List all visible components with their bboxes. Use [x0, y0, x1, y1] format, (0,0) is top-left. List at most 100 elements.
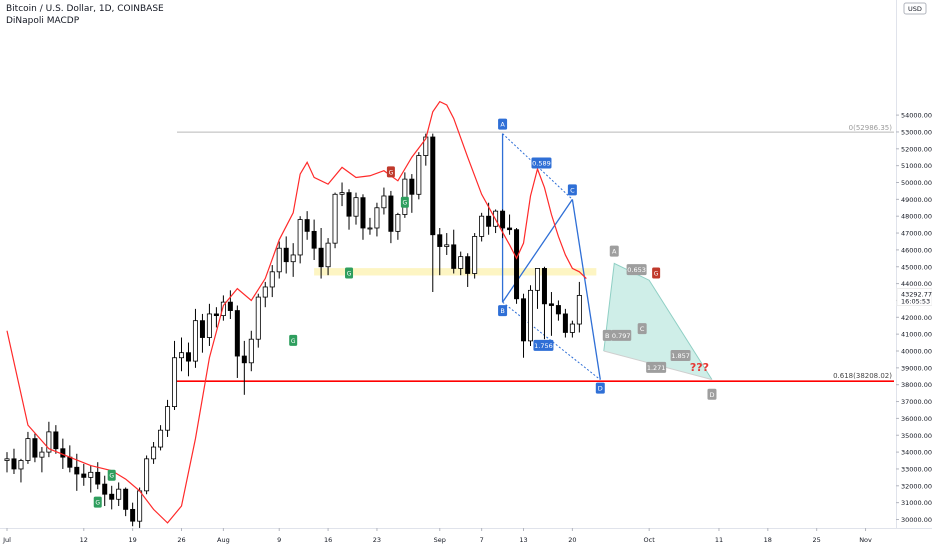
- candle-body: [290, 254, 296, 263]
- candle-body: [144, 458, 150, 492]
- candle-body: [465, 256, 471, 274]
- currency-badge: [903, 2, 927, 15]
- projection-ratio-label-1-text: 0.653: [627, 266, 646, 274]
- candle-body: [444, 244, 450, 247]
- projection-point-a: [609, 245, 619, 257]
- price-tick-label: 39000.00: [901, 364, 932, 372]
- projection-ratio-label-4: [670, 350, 691, 362]
- signal-marker-green: [289, 334, 298, 346]
- price-tick-label: 40000.00: [901, 348, 932, 356]
- candle-body: [381, 195, 387, 209]
- time-tick-label: 23: [373, 536, 381, 544]
- candle-body: [346, 192, 352, 217]
- candle-body: [137, 490, 143, 522]
- candle-body: [60, 448, 66, 458]
- signal-marker-green-label: G: [403, 200, 408, 207]
- projection-ratio-label-3-text: 1.271: [647, 364, 666, 372]
- signal-marker-red: [652, 267, 661, 279]
- candle-body: [500, 210, 506, 229]
- projection-point-b-text: B: [605, 332, 609, 340]
- candle-body: [109, 493, 115, 500]
- candle-body: [81, 473, 87, 478]
- time-tick-label: 12: [80, 536, 88, 544]
- time-tick-label: 18: [764, 536, 772, 544]
- projection-point-a-text: A: [612, 248, 617, 256]
- price-tick-label: 48000.00: [901, 213, 932, 221]
- projection-ratio-label-2: [611, 329, 632, 341]
- signal-marker-green-label: G: [95, 500, 100, 507]
- price-tick-label: 47000.00: [901, 230, 932, 238]
- projection-point-d: [707, 388, 717, 400]
- candle-body: [199, 320, 205, 338]
- projection-ratio-label-2-text: 0.797: [612, 332, 631, 340]
- time-tick-label: 11: [715, 536, 723, 544]
- candle-body: [318, 247, 324, 268]
- pattern-ratio-bd: [502, 301, 601, 381]
- candle-body: [178, 352, 184, 359]
- candle-body: [528, 289, 534, 342]
- currency-label: USD: [908, 5, 922, 13]
- indicator-title[interactable]: DiNapoli MACDP: [6, 16, 80, 26]
- candle-body: [151, 446, 157, 460]
- time-tick-label: 7: [480, 536, 484, 544]
- candle-body: [521, 298, 527, 342]
- candle-body: [367, 227, 373, 230]
- current-price-label: 43292.77: [901, 291, 932, 299]
- candle-body: [185, 352, 191, 362]
- chart-header: Bitcoin / U.S. Dollar, 1D, COINBASE DiNa…: [6, 3, 164, 27]
- symbol-title[interactable]: Bitcoin / U.S. Dollar, 1D, COINBASE: [6, 4, 164, 14]
- candle-body: [472, 236, 478, 274]
- candle-body: [548, 303, 554, 306]
- candle-body: [416, 155, 422, 195]
- candle-body: [206, 313, 212, 338]
- pattern-point-c: [567, 184, 577, 196]
- candle-body: [541, 268, 547, 305]
- pattern-point-a-text: A: [500, 121, 505, 129]
- price-tick-label: 41000.00: [901, 331, 932, 339]
- price-tick-label: 52000.00: [901, 145, 932, 153]
- price-axis-background: [896, 0, 932, 550]
- candle-body: [192, 320, 198, 362]
- candle-body: [569, 323, 575, 333]
- candle-body: [95, 471, 101, 485]
- candle-body: [53, 431, 59, 450]
- candle-body: [248, 338, 254, 364]
- pattern-point-a: [498, 118, 508, 130]
- price-tick-label: 49000.00: [901, 196, 932, 204]
- price-tick-label: 38000.00: [901, 381, 932, 389]
- pattern-ratio-label-2-text: 1.756: [534, 342, 553, 350]
- candle-body: [213, 313, 219, 317]
- signal-marker-green: [345, 267, 354, 279]
- candle-body: [276, 247, 282, 273]
- signal-marker-green-label: G: [109, 473, 114, 480]
- candle-body: [437, 234, 443, 247]
- projection-ratio-label-1: [626, 264, 647, 276]
- pattern-point-b-text: B: [500, 307, 504, 315]
- price-tick-label: 51000.00: [901, 162, 932, 170]
- candle-body: [220, 301, 226, 317]
- candle-body: [262, 286, 268, 298]
- time-tick-label: Nov: [859, 536, 872, 544]
- candle-body: [32, 438, 38, 458]
- macdp-line: [6, 100, 587, 524]
- candle-body: [374, 207, 380, 229]
- candle-body: [165, 406, 171, 431]
- signal-marker-green: [400, 196, 409, 208]
- candle-body: [297, 219, 303, 256]
- candle-body: [88, 471, 94, 478]
- current-price-badge: [896, 288, 932, 307]
- price-tick-label: 34000.00: [901, 449, 932, 457]
- price-tick-label: 53000.00: [901, 128, 932, 136]
- candle-body: [486, 215, 492, 227]
- fib-level-0-label: 0(52986.35): [849, 124, 893, 132]
- time-tick-label: 9: [277, 536, 281, 544]
- time-tick-label: Sep: [434, 536, 446, 544]
- signal-marker-green: [107, 469, 116, 481]
- candle-body: [116, 488, 122, 500]
- time-tick-label: Jul: [2, 536, 11, 544]
- candle-body: [332, 193, 338, 244]
- candle-body: [430, 136, 436, 236]
- projection-ratio-label-4-text: 1.857: [671, 352, 690, 360]
- candle-body: [11, 458, 17, 470]
